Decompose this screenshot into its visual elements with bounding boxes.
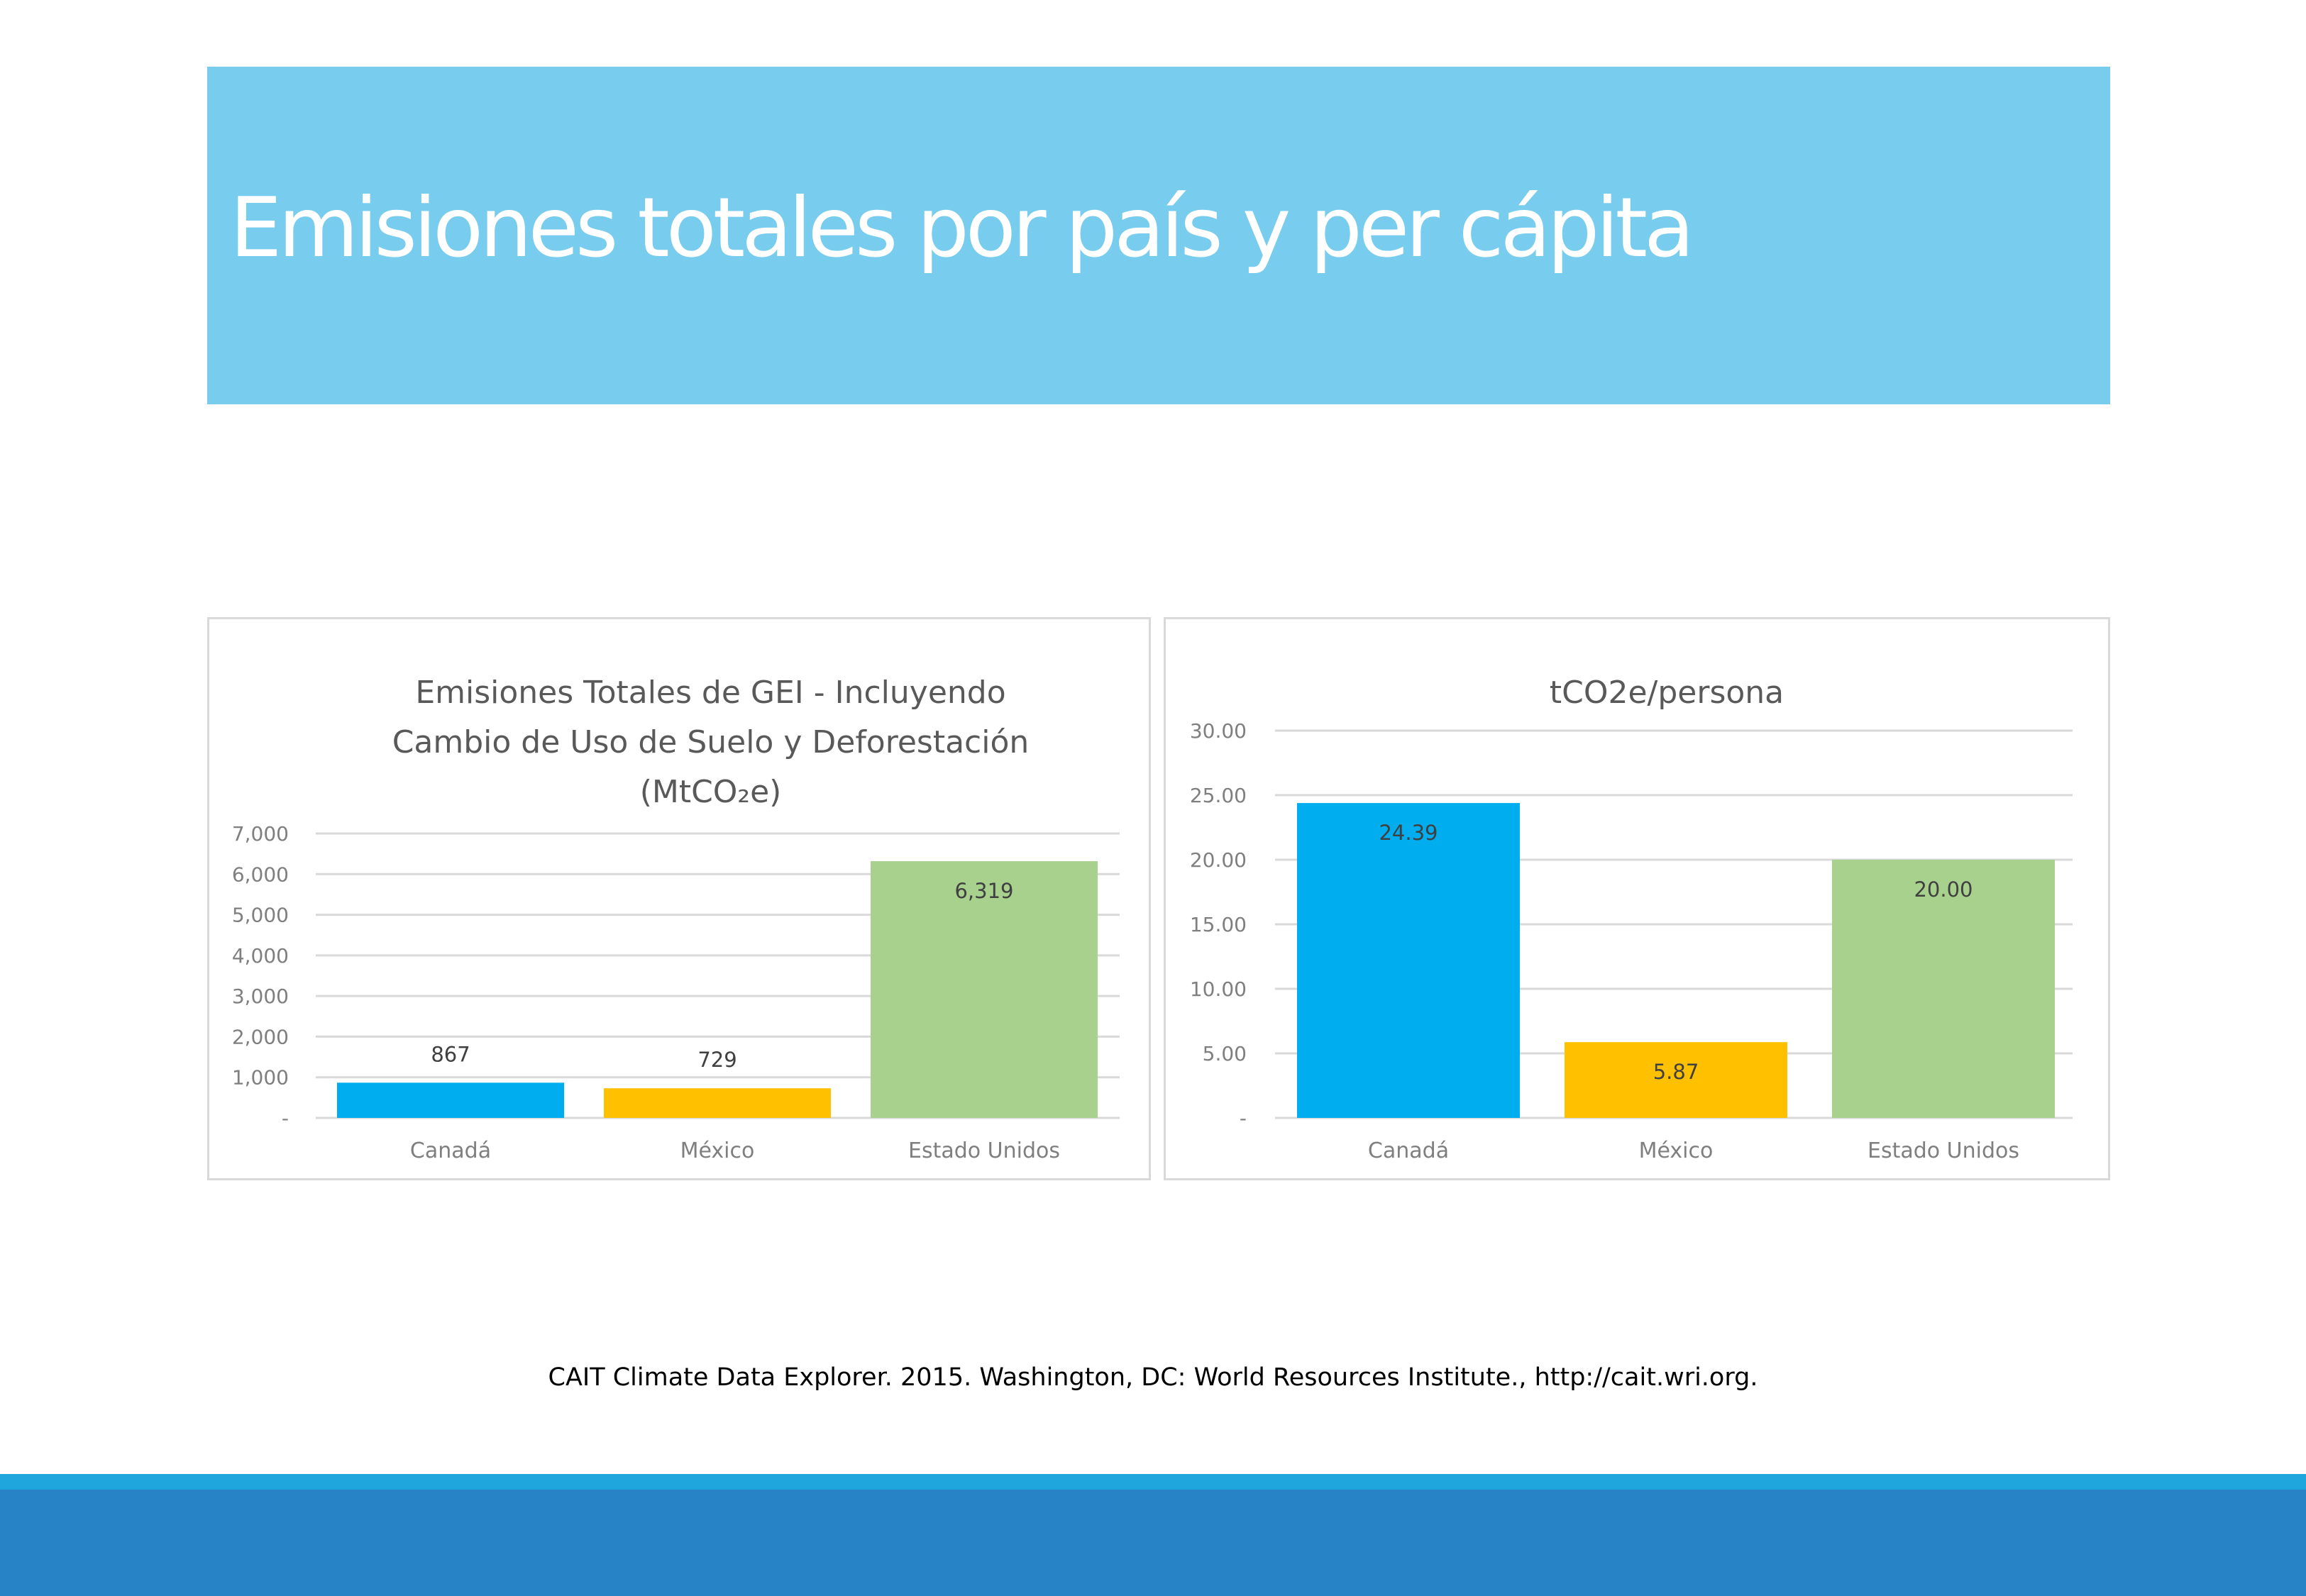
x-tick-label: Estado Unidos xyxy=(1868,1138,2019,1163)
total-emissions-chart-svg: Emisiones Totales de GEI - Incluyendo Cam… xyxy=(232,675,1120,1163)
x-tick-label: Canadá xyxy=(410,1138,491,1163)
source-citation: CAIT Climate Data Explorer. 2015. Washin… xyxy=(548,1363,1758,1392)
slide-title: Emisiones totales por país y per cápita xyxy=(230,180,1694,276)
bar xyxy=(604,1088,831,1118)
y-tick-label: 20.00 xyxy=(1190,848,1247,872)
footer-stripe-dark xyxy=(0,1490,2306,1596)
chart-title-line: Emisiones Totales de GEI - Incluyendo xyxy=(415,675,1005,711)
data-label: 729 xyxy=(697,1048,737,1072)
data-label: 5.87 xyxy=(1653,1060,1699,1084)
y-tick-label: 3,000 xyxy=(232,985,289,1008)
y-tick-label: - xyxy=(1240,1107,1247,1130)
bar xyxy=(337,1082,564,1118)
y-tick-label: 15.00 xyxy=(1190,913,1247,936)
title-banner: Emisiones totales por país y per cápita xyxy=(207,67,2110,404)
y-tick-label: 4,000 xyxy=(232,944,289,968)
y-tick-label: 5.00 xyxy=(1203,1042,1247,1065)
data-label: 867 xyxy=(431,1042,470,1066)
y-tick-label: 7,000 xyxy=(232,822,289,846)
footer-stripe-light xyxy=(0,1474,2306,1490)
y-tick-label: 6,000 xyxy=(232,863,289,886)
x-tick-label: Estado Unidos xyxy=(908,1138,1060,1163)
y-tick-label: 25.00 xyxy=(1190,784,1247,807)
total-emissions-chart: Emisiones Totales de GEI - Incluyendo Cam… xyxy=(207,617,1151,1180)
x-tick-label: México xyxy=(1639,1138,1714,1163)
x-tick-label: Canadá xyxy=(1368,1138,1449,1163)
chart-title-line: tCO2e/persona xyxy=(1550,675,1784,711)
y-tick-label: 2,000 xyxy=(232,1025,289,1048)
data-label: 6,319 xyxy=(954,879,1013,903)
data-label: 24.39 xyxy=(1379,821,1438,845)
bar xyxy=(1832,860,2055,1118)
bar xyxy=(1297,803,1520,1118)
bar xyxy=(871,861,1098,1118)
bar xyxy=(1565,1042,1787,1118)
x-tick-label: México xyxy=(680,1138,755,1163)
chart-title-line: Cambio de Uso de Suelo y Deforestación xyxy=(392,724,1030,760)
y-tick-label: 10.00 xyxy=(1190,977,1247,1001)
y-tick-label: 5,000 xyxy=(232,904,289,927)
y-tick-label: 1,000 xyxy=(232,1066,289,1090)
y-tick-label: 30.00 xyxy=(1190,719,1247,743)
chart-title-line: (MtCO₂e) xyxy=(640,774,782,810)
data-label: 20.00 xyxy=(1914,877,1973,902)
per-capita-chart: tCO2e/persona - 5.00 10.00 15.00 20.00 25.00 30… xyxy=(1164,617,2110,1180)
per-capita-chart-svg: tCO2e/persona - 5.00 10.00 15.00 20.00 25.00 30… xyxy=(1190,675,2073,1163)
y-tick-label: - xyxy=(282,1107,289,1130)
